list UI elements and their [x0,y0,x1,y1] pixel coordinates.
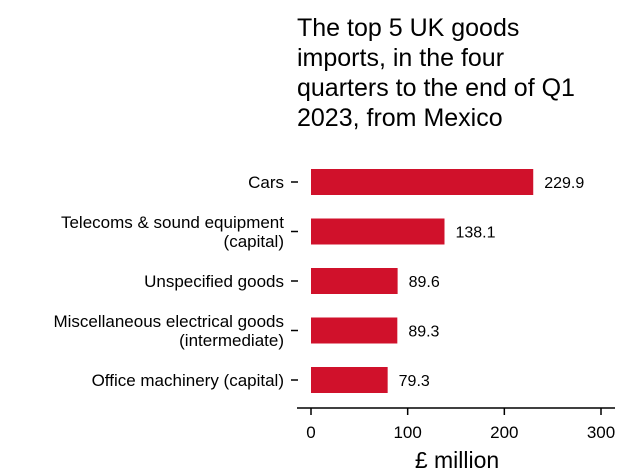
x-axis-label: £ million [415,447,499,473]
bar-value-label: 138.1 [455,225,495,242]
x-axis: 0 100 200 300 [297,407,615,442]
category-label-line: Miscellaneous electrical goods [53,312,284,331]
bar [311,317,398,344]
category-label-line: Unspecified goods [144,272,284,291]
category-label: Telecoms & sound equipment (capital) [61,213,284,251]
category-label: Cars [248,173,284,192]
bar-value-label: 79.3 [399,373,430,390]
category-label: Office machinery (capital) [92,371,284,390]
bars-group: 229.9 138.1 89.6 89.3 79.3 [311,169,584,393]
category-label-line: (intermediate) [179,331,284,350]
chart-title-line: quarters to the end of Q1 [297,74,575,102]
chart-title-line: imports, in the four [297,44,504,72]
category-label-line: Office machinery (capital) [92,371,284,390]
category-label-line: Cars [248,173,284,192]
bar-value-label: 229.9 [544,175,584,192]
x-tick-label: 100 [393,423,421,442]
x-tick-label: 300 [587,423,615,442]
category-label-line: Telecoms & sound equipment [61,213,284,232]
bar [311,367,388,393]
chart-title-line: The top 5 UK goods [297,14,519,42]
category-label-line: (capital) [224,232,284,251]
bar-value-label: 89.6 [409,274,440,291]
category-label: Miscellaneous electrical goods (intermedi… [53,312,284,350]
y-axis: Cars Telecoms & sound equipment (capital) U… [53,173,298,390]
x-tick-label: 0 [306,423,315,442]
bar [311,268,398,294]
bar [311,169,534,195]
category-label: Unspecified goods [144,272,284,291]
bar-value-label: 89.3 [408,324,439,341]
x-tick-label: 200 [490,423,518,442]
chart-title-line: 2023, from Mexico [297,104,503,132]
bar [311,218,445,245]
